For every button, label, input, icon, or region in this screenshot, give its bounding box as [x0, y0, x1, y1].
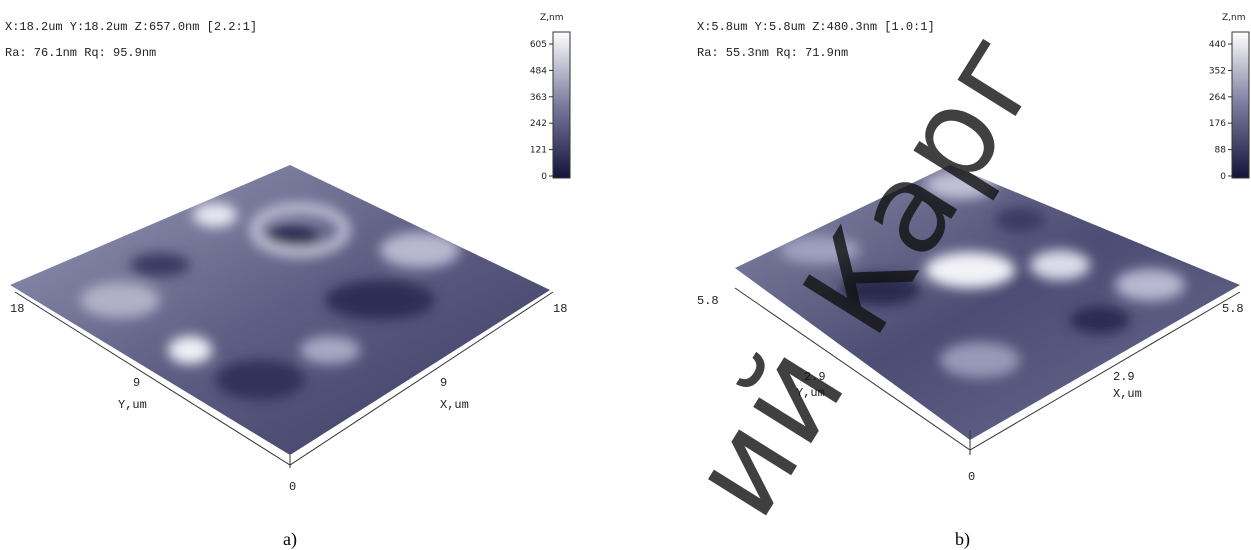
colorbar-tick-label: 440 [1209, 40, 1226, 50]
axis-label: 2.9 [1113, 370, 1135, 384]
colorbar-tick-label: 0 [541, 172, 547, 182]
info-line: Ra: 55.3nm Rq: 71.9nm [697, 46, 848, 60]
axis-label: 18 [553, 302, 567, 316]
axis-label: X,um [440, 398, 469, 412]
colorbar-b [1232, 32, 1249, 178]
colorbar-a [553, 32, 570, 178]
colorbar-tick-label: 605 [530, 40, 547, 50]
info-line: Ra: 76.1nm Rq: 95.9nm [5, 46, 156, 60]
axis-label: 0 [289, 480, 296, 494]
info-line: X:5.8um Y:5.8um Z:480.3nm [1.0:1] [697, 20, 935, 34]
surface-a [10, 165, 550, 455]
axis-label: Y,um [118, 398, 147, 412]
axis-label: 9 [133, 376, 140, 390]
axis-label: 18 [10, 302, 24, 316]
axis-label: 9 [440, 376, 447, 390]
colorbar-tick-label: 88 [1215, 146, 1227, 156]
colorbar-tick-label: 352 [1209, 66, 1226, 76]
colorbar-tick-label: 363 [530, 93, 547, 103]
axis-label: X,um [1113, 387, 1142, 401]
figure: 605 484 363 242 121 0 440 352 264 176 88 0 X:18.2um… [0, 0, 1251, 550]
colorbar-tick-label: 264 [1209, 93, 1226, 103]
axis-label: 5.8 [1222, 302, 1244, 316]
info-line: X:18.2um Y:18.2um Z:657.0nm [2.2:1] [5, 20, 257, 34]
colorbar-title: Z,nm [1222, 13, 1246, 23]
colorbar-tick-label: 484 [530, 66, 547, 76]
colorbar-title: Z,nm [540, 13, 564, 23]
axis-label: 0 [968, 470, 975, 484]
caption: b) [955, 529, 970, 550]
colorbar-tick-label: 121 [530, 146, 547, 156]
caption: a) [283, 529, 297, 550]
colorbar-tick-label: 242 [530, 119, 547, 129]
colorbar-tick-label: 176 [1209, 119, 1226, 129]
axis-label: 5.8 [697, 294, 719, 308]
colorbar-tick-label: 0 [1220, 172, 1226, 182]
